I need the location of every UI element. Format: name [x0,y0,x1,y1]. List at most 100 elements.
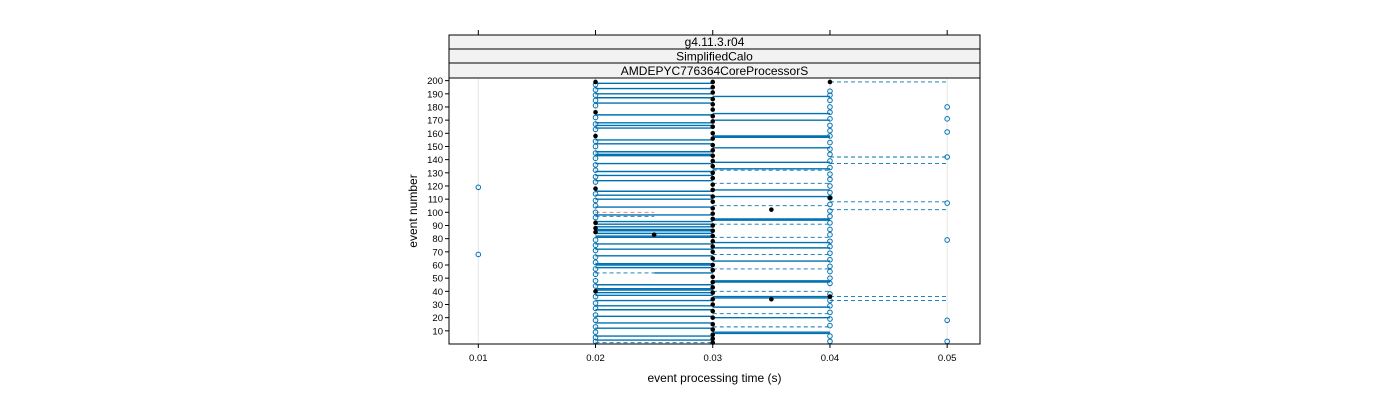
open-point [592,150,599,156]
open-point [592,293,599,300]
open-point [592,102,599,109]
y-tick-label: 80 [432,234,443,245]
strip-1-label: g4.11.3.r04 [685,35,745,49]
filled-point [710,142,716,148]
open-point [827,151,833,158]
filled-point [710,102,716,107]
filled-point [593,79,598,85]
open-point [827,208,833,214]
open-point [944,154,950,160]
filled-point [710,302,716,307]
plot-panel-border [448,77,981,345]
filled-point [593,225,598,231]
open-point [827,92,833,98]
open-point [592,167,599,173]
open-point [592,254,599,260]
open-point [827,189,833,196]
open-point [592,209,599,216]
filled-point [651,232,657,238]
open-point [944,116,950,122]
open-point [827,104,833,110]
y-axis-label: event number [406,174,420,247]
x-tick-label: 0.01 [469,353,488,364]
open-point [592,97,599,104]
filled-point [710,256,716,261]
y-tick-label: 190 [427,89,443,100]
open-point [827,139,833,146]
filled-point [710,107,716,112]
open-point [827,238,833,245]
filled-point [710,90,716,95]
x-axis-label: event processing time (s) [647,371,781,385]
x-axis: 0.01 0.02 0.03 0.04 0.05 [469,344,956,364]
filled-point [710,308,716,314]
filled-point [710,131,716,136]
filled-point [710,194,716,199]
y-tick-label: 10 [432,326,443,337]
open-point [475,184,482,191]
open-point [592,197,599,204]
filled-point [710,187,716,193]
filled-point [710,274,716,280]
open-point [592,202,599,209]
filled-point [710,96,716,102]
filled-point [710,206,716,211]
filled-point [710,223,716,228]
filled-point [710,285,716,290]
open-point [592,266,599,272]
filled-point [710,136,716,141]
open-point [592,324,599,330]
filled-point [710,228,716,234]
open-point [827,109,833,116]
open-point [592,121,599,127]
open-point [592,214,599,221]
open-point [592,114,599,121]
y-tick-label: 130 [427,168,443,179]
filled-point [710,267,716,273]
open-point [827,158,833,164]
open-point [592,305,599,312]
filled-point [710,119,716,124]
x-tick-label: 0.02 [586,353,605,364]
strip-2: SimplifiedCalo [448,48,981,64]
open-point [827,164,833,171]
open-point [592,242,599,249]
filled-point [593,109,598,115]
open-point [827,309,833,316]
filled-point [710,199,716,205]
y-tick-label: 160 [427,129,443,140]
y-tick-label: 150 [427,142,443,153]
filled-point [710,211,716,216]
x-tick-label: 0.03 [703,353,722,364]
filled-point [710,233,716,239]
open-point [827,97,833,104]
open-point [592,259,599,266]
open-point [592,271,599,278]
filled-point [710,279,716,285]
filled-point [710,170,716,176]
open-point [592,300,599,306]
y-tick-label: 110 [428,195,443,206]
filled-point [710,262,716,268]
open-point [592,143,599,150]
open-point [592,283,599,289]
open-point [827,146,833,152]
open-point [475,251,482,258]
filled-point [710,327,716,332]
y-tick-label: 170 [427,116,443,127]
open-point [592,92,599,98]
open-point [592,162,599,168]
open-point [827,263,833,270]
strip-1: g4.11.3.r04 [448,34,981,50]
filled-point [710,290,716,295]
open-point [592,277,599,284]
open-point [827,275,833,281]
filled-point [593,220,598,226]
filled-point [769,296,774,302]
y-tick-label: 20 [432,313,443,324]
open-point [944,104,950,110]
open-point [827,250,833,256]
open-point [592,138,599,145]
strip-3-label: AMDEPYC776364CoreProcessorS [621,64,808,78]
